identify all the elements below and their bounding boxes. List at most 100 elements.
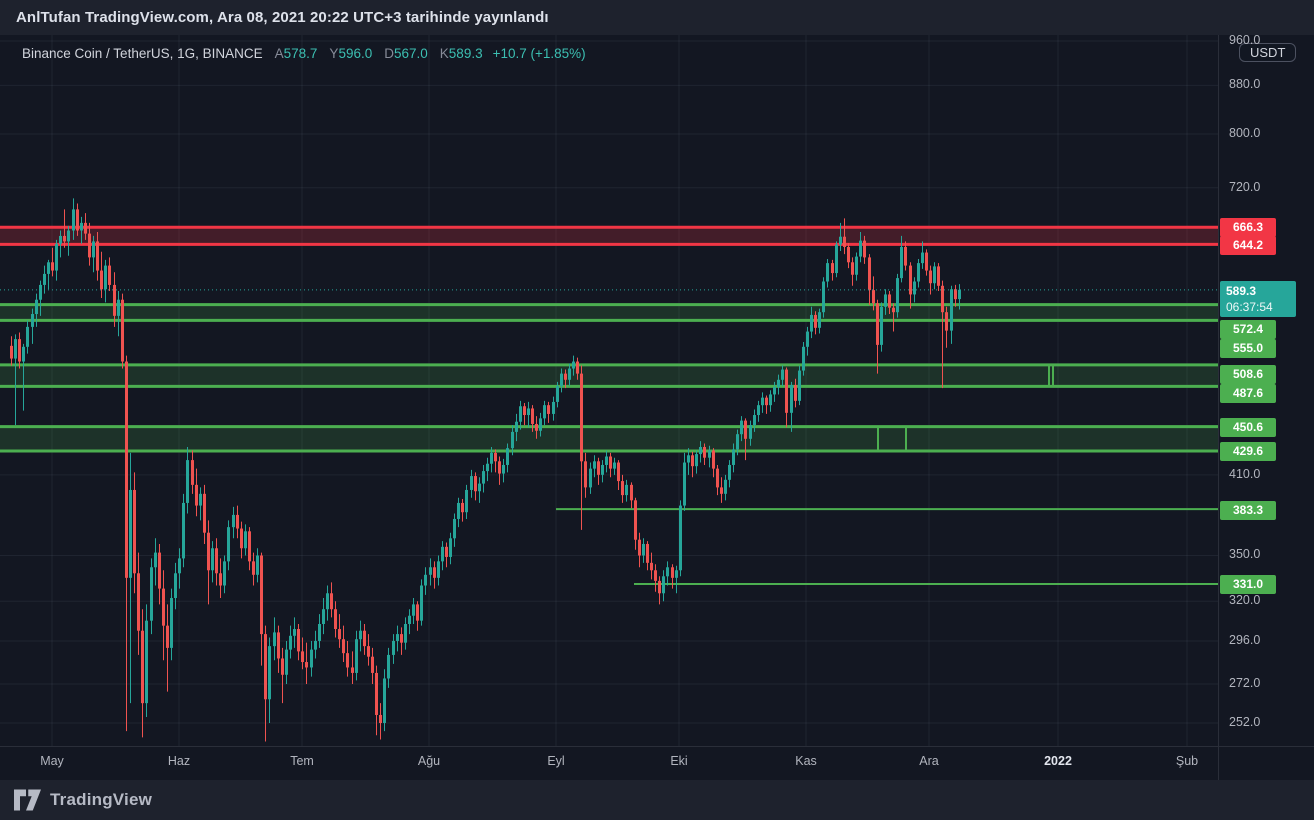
candle-body	[506, 448, 509, 465]
support-zone-0-fill	[0, 304, 1218, 321]
candle-body	[863, 240, 866, 258]
candle-body	[646, 543, 649, 563]
candle-body	[736, 434, 739, 450]
candle-body	[88, 233, 91, 258]
candle-body	[141, 630, 144, 704]
candle-body	[802, 346, 805, 371]
candle-body	[703, 446, 706, 458]
candle-body	[552, 401, 555, 414]
candle-body	[593, 461, 596, 469]
candle-body	[236, 514, 239, 529]
candle-body	[301, 651, 304, 663]
candle-body	[453, 518, 456, 539]
footer-bar: TradingView	[0, 780, 1314, 820]
candle-body	[232, 514, 235, 528]
candle-body	[777, 379, 780, 388]
time-tick-label: May	[40, 754, 64, 768]
candle-body	[691, 455, 694, 467]
candle-body	[219, 573, 222, 586]
candle-body	[449, 538, 452, 557]
bar-countdown: 06:37:54	[1226, 300, 1273, 314]
candle-body	[560, 373, 563, 387]
candle-body	[527, 408, 530, 416]
time-axis[interactable]: May Haz Tem Ağu Eyl Eki Kas Ara 2022 Şub	[0, 746, 1314, 780]
candle-body	[835, 244, 838, 274]
candle-body	[207, 532, 210, 571]
candle-body	[162, 588, 165, 626]
candle-body	[330, 593, 333, 610]
candle-body	[445, 546, 448, 557]
candle-body	[531, 408, 534, 424]
candle-body	[289, 635, 292, 650]
candle-body	[839, 236, 842, 245]
candle-body	[240, 528, 243, 549]
support-ray-label: 383.3	[1220, 500, 1276, 520]
candle-body	[732, 449, 735, 465]
support-level-label: 429.6	[1220, 441, 1276, 461]
candle-body	[26, 326, 29, 347]
price-tick-label: 350.0	[1229, 547, 1261, 562]
support-zone-2-fill	[0, 426, 1218, 452]
candle-body	[876, 303, 879, 345]
candle-body	[580, 373, 583, 462]
candle-body	[203, 493, 206, 533]
candle-body	[297, 629, 300, 652]
time-tick-label: 2022	[1044, 754, 1072, 768]
candle-body	[383, 678, 386, 723]
candle-body	[642, 543, 645, 556]
candle-body	[318, 623, 321, 641]
candle-body	[121, 299, 124, 362]
candle-body	[547, 405, 550, 414]
candle-body	[826, 263, 829, 282]
candle-body	[437, 561, 440, 578]
chart-canvas[interactable]	[0, 35, 1218, 746]
candle-body	[572, 361, 575, 369]
candle-body	[264, 634, 267, 700]
current-price-label: 589.3 06:37:54	[1220, 281, 1296, 317]
candle-body	[342, 639, 345, 654]
candle-body	[31, 314, 34, 327]
candle-body	[174, 573, 177, 599]
candle-body	[749, 425, 752, 439]
candle-body	[43, 273, 46, 285]
candle-body	[215, 548, 218, 574]
candle-body	[420, 585, 423, 621]
symbol-title: Binance Coin / TetherUS, 1G, BINANCE	[22, 46, 263, 61]
candle-body	[465, 489, 468, 513]
candle-body	[798, 370, 801, 401]
support-zone-1-fill	[0, 364, 1218, 387]
candle-body	[781, 369, 784, 380]
resistance-level-label: 666.3	[1220, 217, 1276, 237]
candle-body	[716, 468, 719, 488]
candle-body	[564, 373, 567, 380]
currency-unit-button[interactable]: USDT	[1239, 43, 1297, 62]
time-tick-label: Şub	[1175, 754, 1199, 768]
candle-body	[273, 632, 276, 647]
price-tick-label: 720.0	[1229, 179, 1261, 194]
candle-body	[326, 593, 329, 610]
candle-body	[687, 455, 690, 463]
candle-body	[609, 456, 612, 469]
candle-body	[855, 256, 858, 275]
candle-body	[281, 658, 284, 675]
candle-body	[80, 222, 83, 231]
candle-body	[486, 463, 489, 472]
candle-body	[712, 450, 715, 469]
tradingview-wordmark[interactable]: TradingView	[50, 790, 153, 809]
ohlc-key: D	[384, 46, 394, 61]
ohlc-key: K	[439, 46, 449, 61]
price-tick-label: 800.0	[1229, 125, 1261, 140]
candle-body	[150, 567, 153, 621]
candle-body	[888, 294, 891, 308]
resistance-level-label: 644.2	[1220, 235, 1276, 255]
candle-body	[617, 462, 620, 482]
price-axis[interactable]: USDT 960.0 880.0 800.0 720.0 410.0 350.0 320.0…	[1218, 33, 1314, 780]
candle-body	[125, 361, 128, 578]
candle-body	[744, 420, 747, 439]
candle-body	[363, 630, 366, 647]
candle-body	[457, 502, 460, 519]
candle-body	[535, 423, 538, 431]
time-tick-label: Kas	[795, 754, 817, 768]
candle-body	[769, 394, 772, 406]
